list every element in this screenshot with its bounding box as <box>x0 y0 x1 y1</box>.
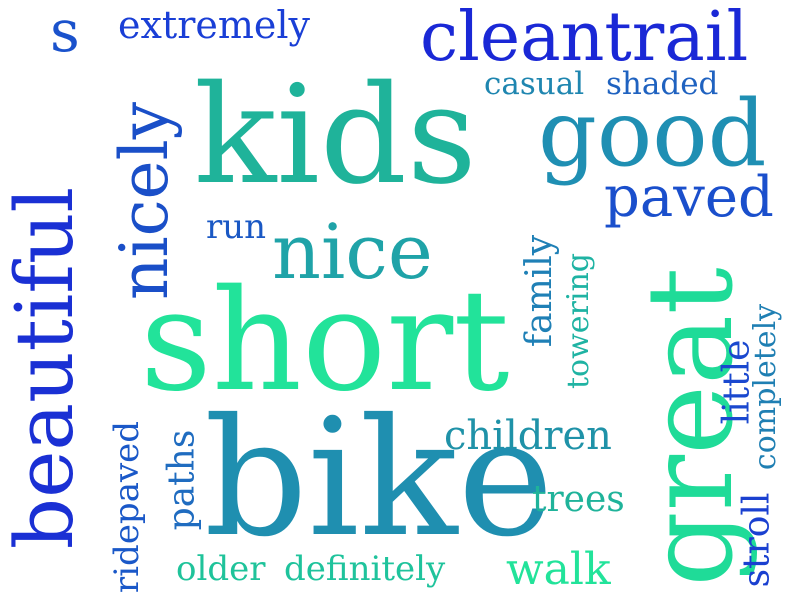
word-nice: nice <box>272 207 433 296</box>
word-children: children <box>444 413 612 459</box>
word-paths: paths <box>161 429 203 531</box>
word-walk: walk <box>506 544 611 595</box>
word-paved: paved <box>604 165 774 230</box>
word-completely: completely <box>748 303 784 471</box>
word-definitely: definitely <box>284 549 446 589</box>
word-cleantrail: cleantrail <box>420 0 749 77</box>
word-s: s <box>50 0 80 65</box>
word-good: good <box>538 80 767 187</box>
word-older: older <box>176 549 266 589</box>
word-towering: towering <box>561 252 597 390</box>
word-short: short <box>140 260 510 423</box>
word-great: great <box>620 267 759 587</box>
word-shaded: shaded <box>606 66 719 102</box>
word-extremely: extremely <box>118 3 310 47</box>
word-casual: casual <box>484 66 585 102</box>
word-kids: kids <box>194 57 477 215</box>
word-family: family <box>519 234 561 348</box>
word-bike: bike <box>204 385 554 573</box>
word-beautiful: beautiful <box>0 186 92 550</box>
word-stroll: stroll <box>736 492 778 588</box>
word-trees: trees <box>532 479 625 520</box>
word-run: run <box>206 207 267 247</box>
word-ridepaved: ridepaved <box>107 420 148 594</box>
